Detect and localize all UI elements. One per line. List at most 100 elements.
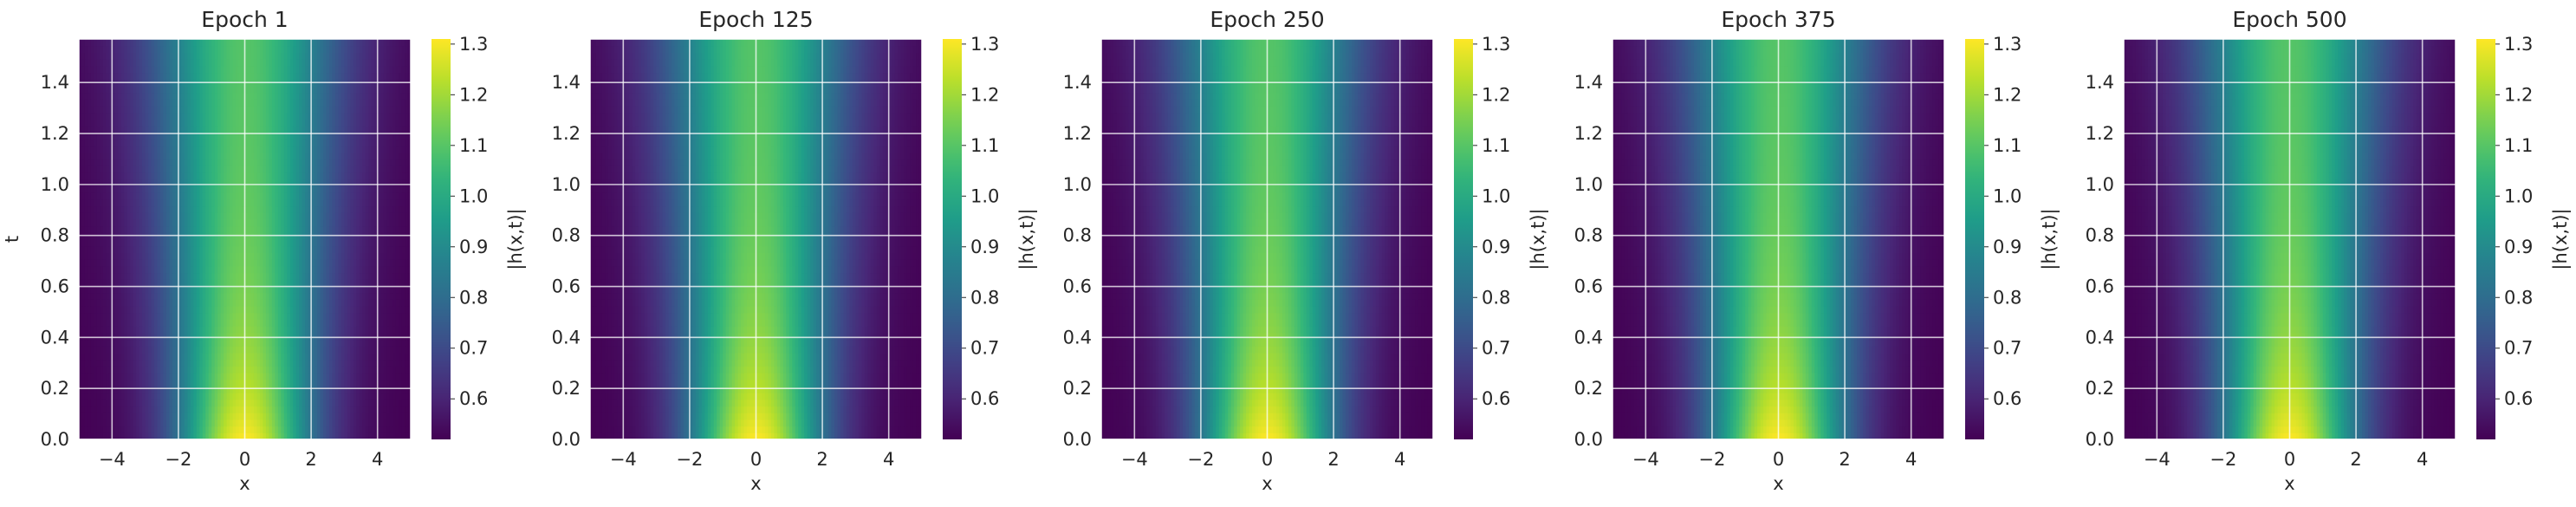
heatmap-cell — [338, 265, 342, 274]
heatmap-cell — [317, 259, 321, 267]
heatmap-cell — [356, 159, 360, 166]
heatmap-cell — [344, 399, 348, 407]
heatmap-cell — [283, 172, 288, 180]
heatmap-cell — [277, 366, 282, 374]
heatmap-cell — [377, 413, 381, 420]
heatmap-cell — [320, 179, 324, 186]
heatmap-cell — [181, 373, 185, 380]
heatmap-cell — [244, 198, 249, 207]
heatmap-cell — [341, 379, 345, 387]
heatmap-cell — [317, 139, 321, 146]
heatmap-cell — [377, 192, 381, 200]
heatmap-cell — [211, 346, 216, 354]
heatmap-cell — [371, 146, 375, 153]
heatmap-cell — [232, 239, 237, 247]
heatmap-cell — [145, 373, 149, 380]
heatmap-cell — [139, 366, 143, 374]
heatmap-cell — [96, 159, 101, 166]
heatmap-cell — [356, 399, 360, 407]
heatmap-cell — [271, 279, 276, 287]
heatmap-cell — [289, 379, 294, 387]
heatmap-cell — [389, 299, 393, 307]
heatmap-cell — [205, 218, 210, 227]
heatmap-cell — [196, 198, 200, 207]
heatmap-cell — [386, 245, 391, 253]
heatmap-cell — [341, 179, 345, 186]
heatmap-cell — [277, 432, 282, 439]
heatmap-cell — [187, 312, 191, 320]
heatmap-cell — [157, 152, 161, 160]
heatmap-cell — [334, 413, 340, 420]
heatmap-cell — [293, 252, 297, 260]
heatmap-cell — [332, 225, 336, 233]
heatmap-cell — [314, 279, 318, 287]
heatmap-cell — [100, 419, 104, 427]
heatmap-cell — [193, 386, 198, 393]
heatmap-cell — [347, 218, 351, 227]
heatmap-cell — [154, 346, 159, 354]
heatmap-cell — [232, 172, 237, 180]
heatmap-cell — [302, 172, 306, 180]
heatmap-cell — [130, 312, 134, 320]
heatmap-cell — [236, 406, 240, 413]
heatmap-cell — [380, 245, 385, 253]
heatmap-cell — [311, 319, 315, 327]
heatmap-cell — [224, 185, 228, 193]
heatmap-cell — [114, 259, 119, 267]
heatmap-cell — [326, 252, 330, 260]
heatmap-cell — [269, 373, 273, 380]
heatmap-cell — [205, 292, 210, 300]
heatmap-cell — [289, 259, 294, 267]
heatmap-cell — [253, 426, 258, 433]
heatmap-cell — [238, 399, 243, 407]
heatmap-cell — [293, 225, 297, 233]
heatmap-cell — [328, 373, 334, 380]
heatmap-cell — [344, 406, 348, 413]
heatmap-cell — [311, 299, 315, 307]
heatmap-cell — [265, 259, 269, 267]
heatmap-cell — [314, 326, 318, 334]
heatmap-cell — [114, 326, 119, 334]
heatmap-cell — [79, 212, 83, 220]
heatmap-cell — [401, 339, 406, 347]
heatmap-cell — [96, 419, 101, 427]
heatmap-cell — [295, 245, 300, 253]
heatmap-cell — [362, 259, 367, 267]
heatmap-cell — [407, 399, 411, 407]
heatmap-cell — [181, 359, 185, 367]
heatmap-cell — [250, 426, 255, 433]
heatmap-cell — [323, 179, 328, 186]
heatmap-cell — [118, 166, 122, 173]
heatmap-cell — [142, 399, 146, 407]
heatmap-cell — [102, 399, 107, 407]
heatmap-cell — [184, 192, 188, 200]
heatmap-cell — [187, 373, 191, 380]
heatmap-cell — [242, 179, 246, 186]
heatmap-cell — [224, 192, 228, 200]
heatmap-cell — [405, 312, 409, 320]
heatmap-cell — [244, 146, 249, 153]
heatmap-cell — [380, 312, 385, 320]
heatmap-cell — [317, 426, 321, 433]
heatmap-cell — [114, 366, 119, 374]
heatmap-cell — [199, 359, 204, 367]
heatmap-cell — [341, 265, 345, 274]
heatmap-cell — [362, 185, 367, 193]
heatmap-cell — [136, 259, 140, 267]
heatmap-cell — [247, 413, 252, 420]
heatmap-cell — [220, 146, 224, 153]
heatmap-cell — [199, 239, 204, 247]
heatmap-cell — [102, 185, 107, 193]
heatmap-cell — [94, 339, 98, 347]
heatmap-cell — [247, 406, 252, 413]
heatmap-cell — [334, 218, 340, 227]
heatmap-cell — [305, 225, 309, 233]
heatmap-cell — [386, 413, 391, 420]
heatmap-cell — [220, 346, 224, 354]
heatmap-cell — [326, 159, 330, 166]
heatmap-cell — [79, 359, 83, 367]
heatmap-cell — [299, 373, 303, 380]
heatmap-cell — [277, 393, 282, 400]
heatmap-cell — [184, 432, 188, 439]
heatmap-cell — [202, 373, 206, 380]
